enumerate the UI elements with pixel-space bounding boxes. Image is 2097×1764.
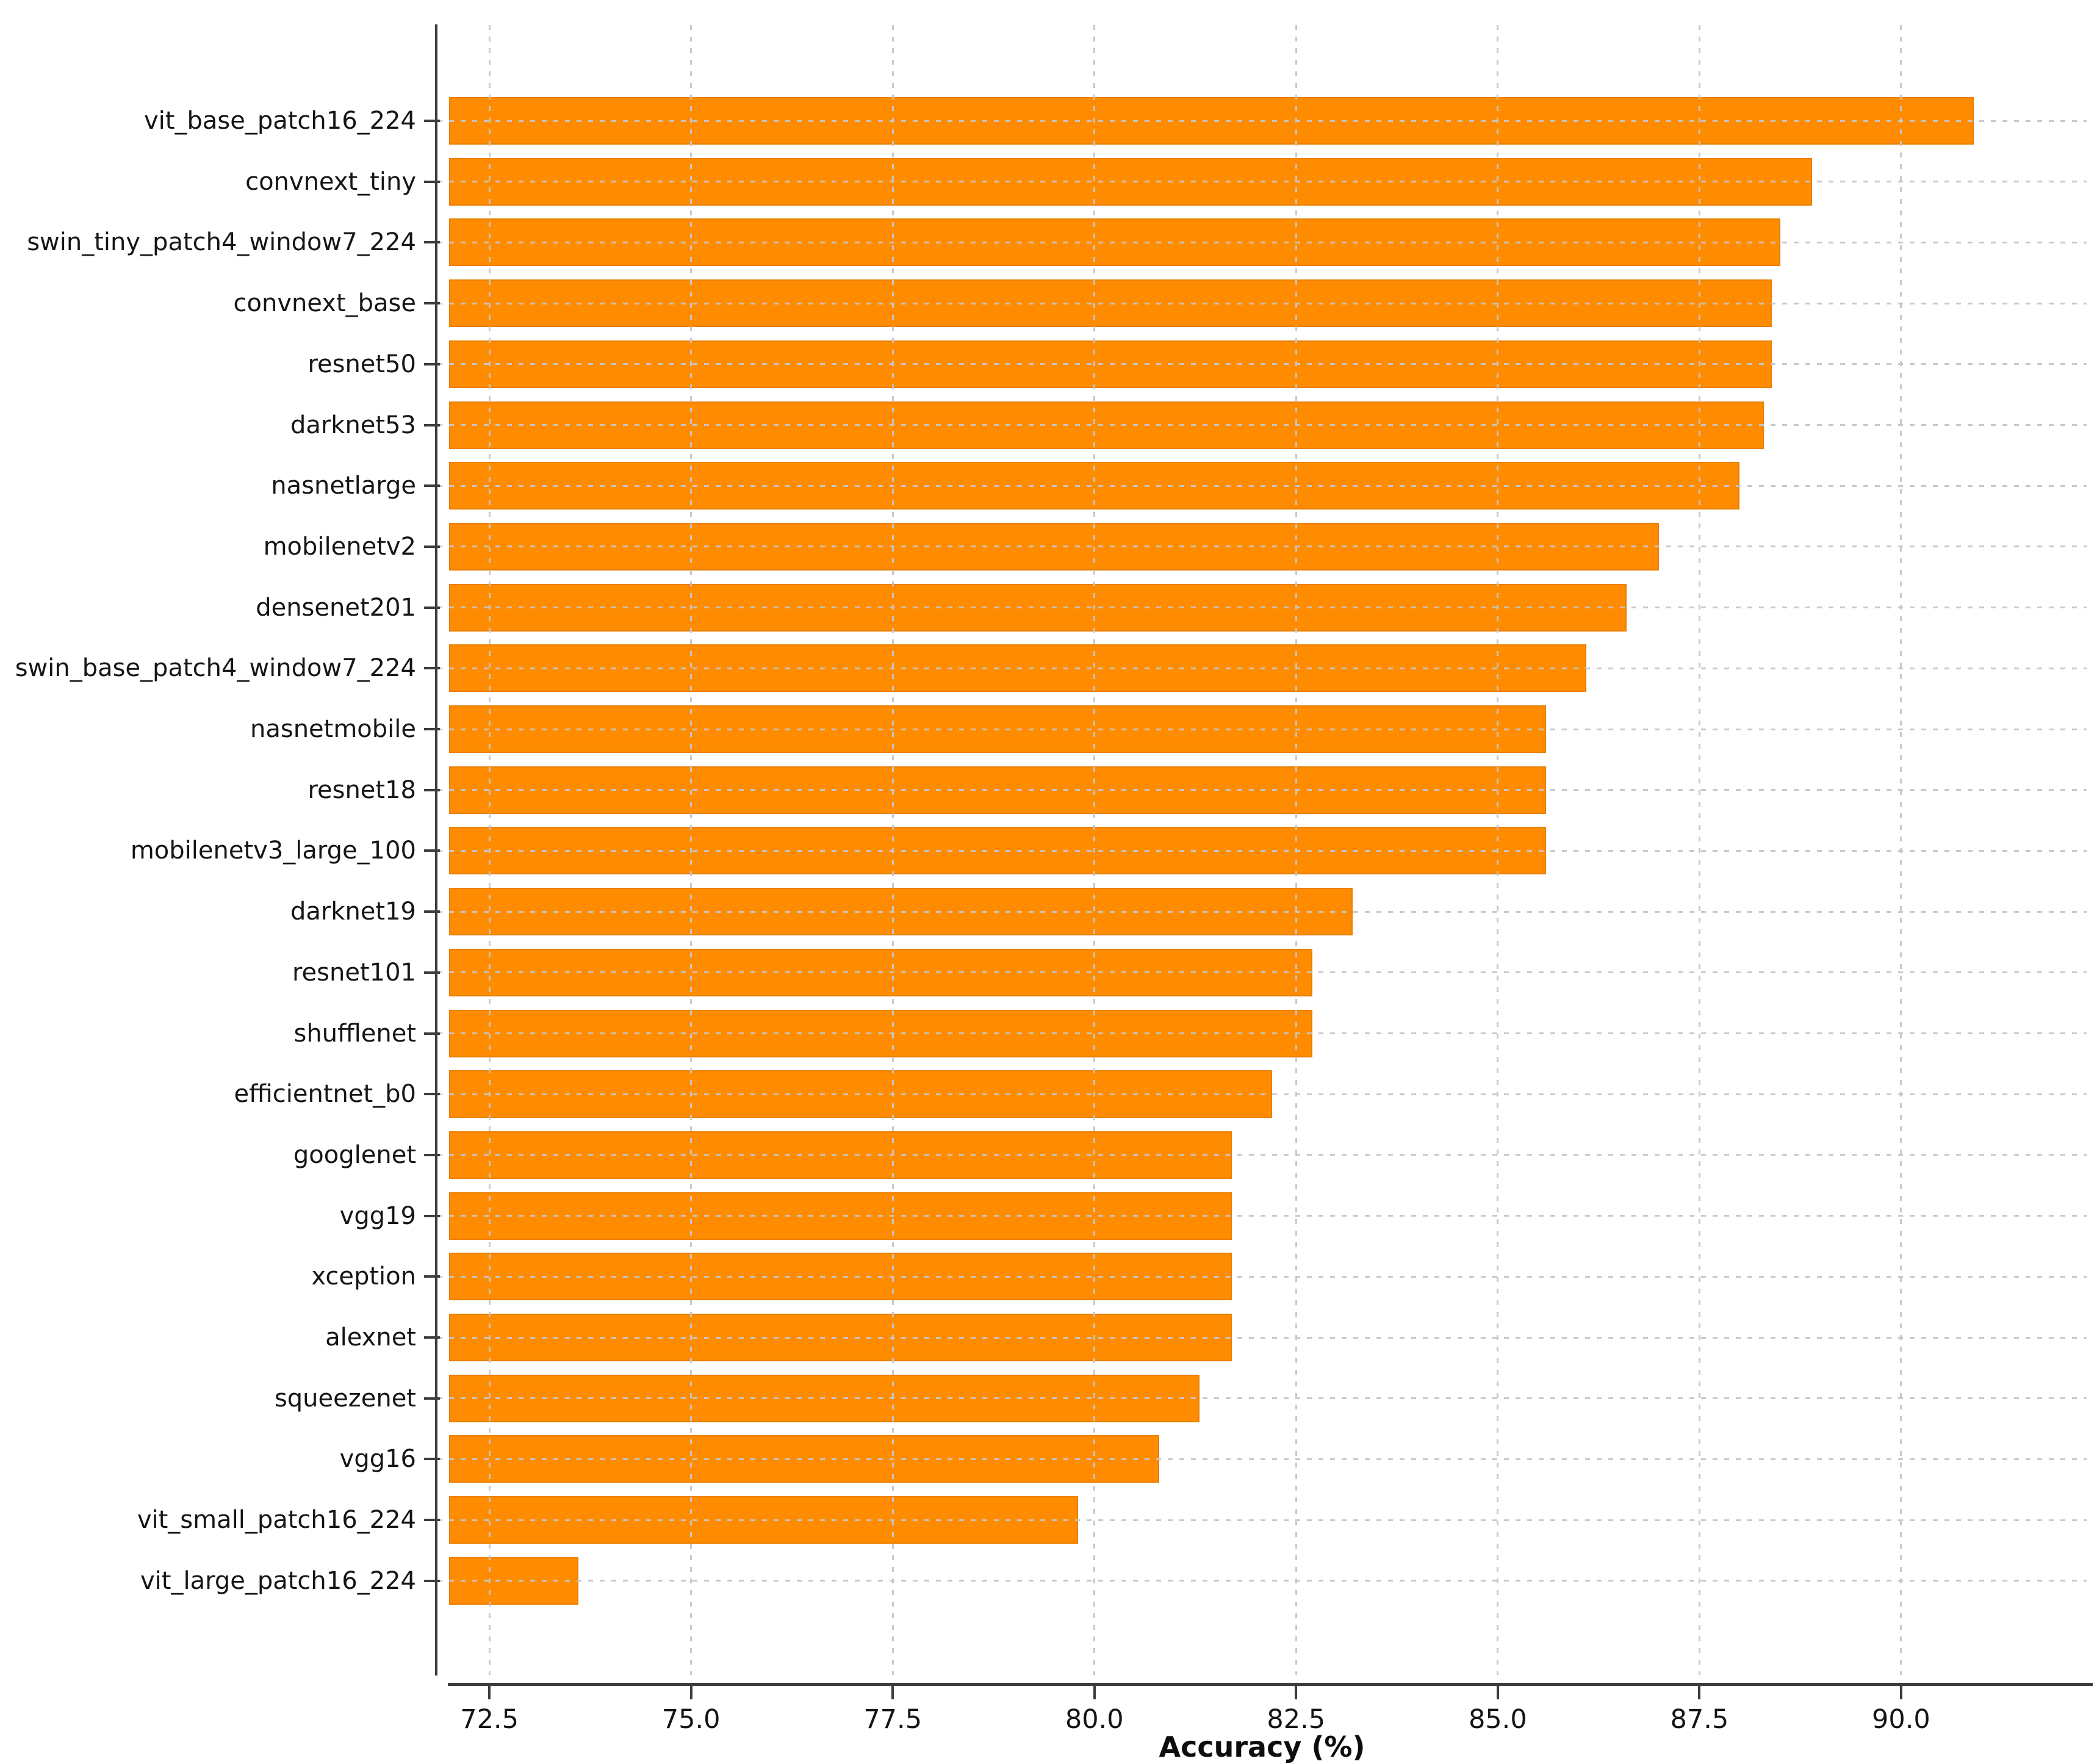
y-tick-label: resnet50 xyxy=(308,350,416,378)
x-tick-label: 72.5 xyxy=(460,1704,519,1735)
gridline-horizontal xyxy=(437,120,2087,122)
x-tick-mark xyxy=(1496,1686,1499,1699)
y-tick-label: alexnet xyxy=(325,1323,416,1352)
y-tick-mark xyxy=(424,120,440,122)
y-tick-mark xyxy=(424,1336,440,1339)
gridline-horizontal xyxy=(437,971,2087,974)
y-tick-label: resnet18 xyxy=(308,776,416,804)
y-tick-mark xyxy=(424,1397,440,1400)
gridline-horizontal xyxy=(437,424,2087,426)
gridline-horizontal xyxy=(437,1154,2087,1156)
y-tick-mark xyxy=(424,849,440,852)
y-tick-label: vit_small_patch16_224 xyxy=(137,1506,416,1535)
y-tick-mark xyxy=(424,484,440,488)
gridline-horizontal xyxy=(437,789,2087,791)
y-tick-label: googlenet xyxy=(293,1140,416,1169)
gridline-horizontal xyxy=(437,181,2087,183)
y-tick-mark xyxy=(424,241,440,244)
x-tick-mark xyxy=(689,1686,692,1699)
y-tick-mark xyxy=(424,545,440,548)
y-tick-label: efficientnet_b0 xyxy=(234,1080,416,1109)
y-tick-mark xyxy=(424,180,440,183)
gridline-horizontal xyxy=(437,545,2087,548)
gridline-horizontal xyxy=(437,667,2087,669)
gridline-horizontal xyxy=(437,1032,2087,1034)
x-axis-title: Accuracy (%) xyxy=(1159,1730,1365,1763)
y-tick-mark xyxy=(424,728,440,730)
y-tick-label: xception xyxy=(311,1262,416,1291)
x-tick-label: 87.5 xyxy=(1670,1704,1729,1735)
gridline-horizontal xyxy=(437,1580,2087,1582)
y-tick-mark xyxy=(424,788,440,791)
gridline-horizontal xyxy=(437,241,2087,243)
y-tick-label: swin_tiny_patch4_window7_224 xyxy=(27,228,416,257)
y-tick-mark xyxy=(424,1093,440,1096)
y-tick-label: nasnetmobile xyxy=(250,715,416,743)
y-tick-mark xyxy=(424,1032,440,1035)
x-tick-mark xyxy=(891,1686,894,1699)
y-tick-mark xyxy=(424,1519,440,1522)
gridline-horizontal xyxy=(437,728,2087,730)
y-tick-label: nasnetlarge xyxy=(271,472,416,500)
y-tick-mark xyxy=(424,1275,440,1278)
y-tick-mark xyxy=(424,606,440,609)
gridline-horizontal xyxy=(437,607,2087,609)
x-tick-label: 85.0 xyxy=(1468,1704,1527,1735)
y-tick-label: convnext_base xyxy=(233,289,416,318)
y-tick-mark xyxy=(424,1214,440,1217)
y-tick-label: darknet53 xyxy=(290,411,416,439)
y-tick-mark xyxy=(424,1153,440,1156)
gridline-horizontal xyxy=(437,484,2087,487)
y-tick-mark xyxy=(424,362,440,365)
y-tick-label: vgg16 xyxy=(339,1445,416,1474)
gridline-horizontal xyxy=(437,1397,2087,1400)
gridline-horizontal xyxy=(437,1275,2087,1278)
y-tick-mark xyxy=(424,423,440,427)
y-tick-label: squeezenet xyxy=(274,1384,416,1413)
y-tick-mark xyxy=(424,302,440,305)
y-tick-label: shufflenet xyxy=(293,1019,416,1048)
y-tick-label: mobilenetv2 xyxy=(263,532,416,561)
gridline-horizontal xyxy=(437,849,2087,852)
y-tick-mark xyxy=(424,667,440,670)
x-axis-spine xyxy=(448,1683,2093,1686)
y-tick-label: darknet19 xyxy=(290,898,416,926)
y-tick-label: densenet201 xyxy=(256,593,416,622)
y-tick-label: vit_large_patch16_224 xyxy=(140,1566,416,1595)
x-tick-label: 77.5 xyxy=(863,1704,923,1735)
y-tick-mark xyxy=(424,1579,440,1582)
gridline-horizontal xyxy=(437,1093,2087,1095)
gridline-horizontal xyxy=(437,363,2087,365)
gridline-horizontal xyxy=(437,1458,2087,1460)
x-tick-label: 80.0 xyxy=(1065,1704,1124,1735)
x-tick-mark xyxy=(1295,1686,1298,1699)
y-tick-label: mobilenetv3_large_100 xyxy=(130,837,416,865)
x-tick-mark xyxy=(1899,1686,1902,1699)
gridline-horizontal xyxy=(437,1215,2087,1217)
y-tick-mark xyxy=(424,910,440,913)
y-tick-label: vit_base_patch16_224 xyxy=(144,107,416,135)
x-tick-label: 90.0 xyxy=(1872,1704,1930,1735)
x-tick-mark xyxy=(1698,1686,1701,1699)
y-tick-label: vgg19 xyxy=(339,1201,416,1230)
y-tick-mark xyxy=(424,1458,440,1461)
gridline-horizontal xyxy=(437,910,2087,913)
gridline-horizontal xyxy=(437,1336,2087,1339)
gridline-horizontal xyxy=(437,302,2087,304)
y-tick-mark xyxy=(424,971,440,974)
x-tick-label: 82.5 xyxy=(1267,1704,1326,1735)
x-tick-mark xyxy=(1093,1686,1096,1699)
x-tick-mark xyxy=(488,1686,491,1699)
y-tick-label: swin_base_patch4_window7_224 xyxy=(15,654,416,683)
y-tick-label: convnext_tiny xyxy=(245,167,416,196)
gridline-horizontal xyxy=(437,1519,2087,1521)
x-tick-label: 75.0 xyxy=(661,1704,721,1735)
y-tick-label: resnet101 xyxy=(292,958,416,987)
